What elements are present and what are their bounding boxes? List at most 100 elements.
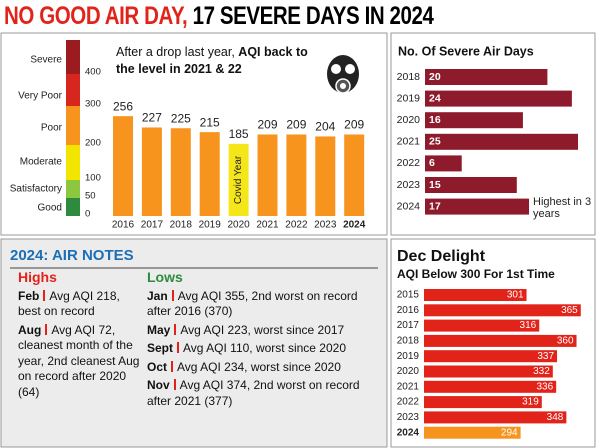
scale-label: Satisfactory — [10, 184, 62, 195]
title: NO GOOD AIR DAY, 17 SEVERE DAYS IN 2024 — [4, 2, 434, 31]
scale-segment — [66, 74, 80, 106]
separator — [177, 342, 180, 353]
scale-threshold: 0 — [85, 209, 90, 220]
bar — [286, 134, 307, 216]
bar — [425, 133, 578, 150]
scale-segment — [66, 145, 80, 180]
scale-segment — [66, 198, 80, 216]
note-text: Avg AQI 72, cleanest month of the year, … — [18, 322, 140, 399]
bar — [199, 132, 220, 216]
separator — [43, 289, 46, 301]
note-month: Jan — [147, 288, 168, 303]
x-tick-label: 2019 — [199, 220, 222, 231]
scale-threshold: 50 — [85, 191, 96, 202]
note-item: Oct Avg AQI 234, worst since 2020 — [147, 360, 383, 376]
x-tick-label: 2018 — [170, 220, 193, 231]
value-label: 360 — [557, 336, 574, 347]
note-month: Nov — [147, 378, 170, 392]
note-item: May Avg AQI 223, worst since 2017 — [147, 323, 383, 339]
note-item: Sept Avg AQI 110, worst since 2020 — [147, 341, 383, 357]
y-tick-label: 2022 — [397, 157, 421, 169]
value-label: 24 — [429, 92, 441, 104]
bar — [344, 134, 365, 216]
note-text: Avg AQI 218, best on record — [18, 288, 120, 319]
bar — [425, 69, 548, 85]
chart-title: No. Of Severe Air Days — [398, 44, 534, 58]
separator — [171, 289, 174, 301]
scale-segment — [66, 106, 80, 145]
y-tick-label: 2020 — [397, 114, 421, 126]
note-item: Aug Avg AQI 72, cleanest month of the yea… — [18, 323, 140, 401]
bar — [113, 116, 133, 216]
value-label: 348 — [547, 412, 564, 423]
note-item: Nov Avg AQI 374, 2nd worst on record afte… — [147, 378, 383, 409]
value-label: 6 — [429, 157, 435, 169]
note-item: Jan Avg AQI 355, 2nd worst on record afte… — [147, 289, 383, 320]
bar — [228, 143, 249, 216]
x-tick-label: 2021 — [256, 220, 279, 231]
annotation: After a drop last year, AQI back to the … — [116, 44, 326, 78]
separator — [174, 323, 177, 335]
note-text: Avg AQI 374, 2nd worst on record after 2… — [147, 378, 360, 408]
value-label: 225 — [171, 111, 191, 125]
value-label: 227 — [142, 111, 162, 125]
panel — [0, 238, 388, 448]
value-label: 16 — [429, 114, 441, 126]
bar — [424, 411, 567, 424]
y-tick-label: 2020 — [397, 366, 420, 377]
bar — [425, 155, 462, 172]
y-tick-label: 2021 — [397, 136, 421, 148]
scale-label: Good — [38, 203, 62, 214]
y-tick-label: 2023 — [397, 179, 421, 191]
value-label: 15 — [429, 179, 441, 191]
value-label: 301 — [507, 290, 524, 301]
column-title: Lows — [147, 269, 183, 285]
note-month: May — [147, 322, 171, 337]
value-label: 319 — [522, 397, 539, 408]
title-highlight: NO GOOD AIR DAY, — [4, 2, 188, 30]
note-month: Aug — [18, 322, 42, 337]
y-tick-label: 2018 — [397, 71, 421, 83]
scale-segment — [66, 40, 80, 74]
value-label: 256 — [113, 99, 133, 113]
chart-subtitle: AQI Below 300 For 1st Time — [397, 267, 555, 281]
x-tick-label: 2024 — [343, 220, 366, 231]
scale-threshold: 300 — [85, 99, 101, 110]
column-title: Highs — [18, 269, 57, 285]
value-label: 185 — [229, 127, 249, 141]
bar — [141, 127, 162, 216]
value-label: 25 — [429, 136, 441, 148]
x-tick-label: 2017 — [141, 220, 164, 231]
separator — [173, 379, 176, 390]
y-tick-label: 2024 — [397, 427, 420, 438]
y-tick-label: 2015 — [397, 290, 420, 301]
y-tick-label: 2019 — [397, 351, 420, 362]
value-label: 209 — [257, 118, 277, 132]
scale-label: Severe — [30, 55, 62, 66]
scale-segment — [66, 180, 80, 198]
gas-mask-icon — [327, 55, 359, 94]
chart-title: Dec Delight — [397, 248, 486, 265]
value-label: 17 — [429, 200, 441, 212]
separator — [45, 323, 48, 335]
bar — [424, 426, 521, 439]
y-tick-label: 2016 — [397, 305, 420, 316]
bar — [424, 334, 577, 347]
separator — [171, 360, 174, 372]
value-label: 336 — [537, 381, 554, 392]
annotation-intro: After a drop last year, — [116, 45, 235, 59]
highs-column: Highs Feb Avg AQI 218, best on record Aug Av… — [18, 269, 140, 403]
notes-heading: 2024: AIR NOTES — [10, 247, 134, 264]
bar — [424, 289, 527, 301]
bar — [315, 136, 336, 216]
bar — [424, 396, 542, 409]
title-rest: 17 SEVERE DAYS IN 2024 — [192, 2, 434, 30]
bar — [424, 380, 557, 393]
value-label: 209 — [286, 118, 306, 132]
scale-threshold: 400 — [85, 67, 101, 78]
x-tick-label: 2022 — [285, 220, 308, 231]
scale-label: Moderate — [20, 157, 63, 168]
value-label: 294 — [501, 427, 518, 438]
